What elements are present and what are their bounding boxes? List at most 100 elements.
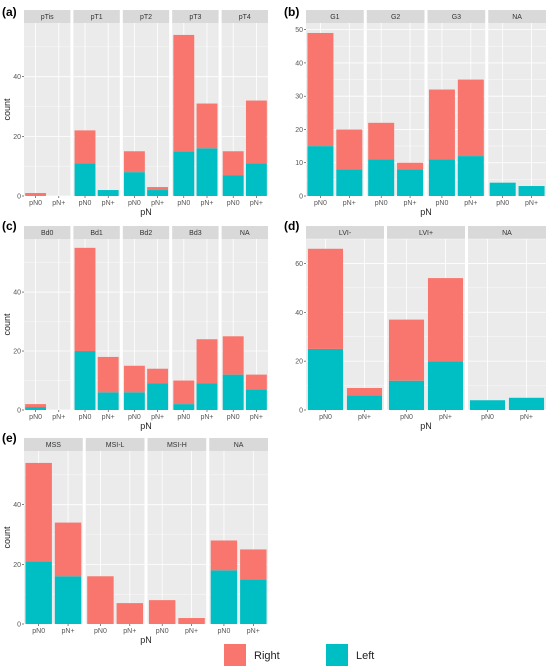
facet-panel [147, 451, 207, 624]
bar-right-pn0 [307, 248, 344, 349]
x-tick-label: pN+ [151, 414, 164, 421]
facet-strip [147, 438, 207, 451]
x-axis-title: pN [140, 207, 152, 217]
facet-g1: G1 pN0 pN+ [306, 10, 364, 207]
facet-pt1: pT1 pN0 pN+ [73, 10, 120, 207]
x-tick-label: pN0 [436, 200, 449, 207]
bar-right-pnplus [54, 522, 82, 577]
bar-right-pn0 [307, 32, 334, 147]
x-tick-label: pN+ [525, 200, 538, 207]
bar-left-pn0 [222, 175, 244, 196]
facet-strip [122, 226, 170, 239]
x-tick-label: pN+ [62, 628, 75, 635]
facet-strip-label: Bd2 [140, 230, 153, 237]
facet-panel [468, 239, 546, 410]
bar-left-pn0 [222, 374, 244, 410]
chart-tag: (a) [2, 5, 17, 19]
facet-strip-label: pT4 [239, 14, 251, 21]
bar-left-pn0 [25, 561, 52, 624]
facet-strip [73, 10, 120, 23]
bar-right-pn0 [388, 319, 425, 381]
y-tick-label: 20 [295, 359, 303, 366]
bar-right-pnplus [397, 162, 424, 170]
facet-strip-label: Bd0 [41, 230, 54, 237]
facet-strip [73, 226, 120, 239]
bar-right-pnplus [245, 374, 267, 390]
facet-strip [24, 226, 71, 239]
facet-strip [427, 10, 486, 23]
y-tick-label: 60 [295, 261, 303, 268]
bar-right-pnplus [336, 129, 363, 170]
facet-strip-label: G1 [330, 14, 339, 21]
x-tick-label: pN+ [102, 414, 115, 421]
facet-bd3: Bd3 pN0 pN+ [172, 226, 219, 421]
bar-right-pn0 [210, 540, 238, 571]
x-tick-label: pN0 [227, 414, 240, 421]
facet-strip [468, 226, 546, 239]
x-tick-label: pN0 [29, 414, 42, 421]
facet-panel [488, 23, 546, 196]
facet-strip [306, 10, 364, 23]
x-tick-label: pN0 [94, 628, 107, 635]
bar-right-pn0 [74, 130, 96, 164]
bar-right-pnplus [427, 278, 464, 362]
facet-strip-label: NA [502, 230, 512, 237]
bar-left-pnplus [240, 579, 267, 624]
facet-panel [24, 239, 71, 410]
bar-right-pn0 [222, 151, 244, 176]
y-tick-label: 40 [295, 310, 303, 317]
bar-right-pn0 [123, 365, 145, 393]
bar-right-pn0 [222, 336, 244, 375]
x-tick-label: pN0 [156, 628, 169, 635]
facet-strip [221, 226, 268, 239]
bar-left-pnplus [97, 190, 119, 196]
facet-strip-label: pTis [41, 14, 54, 21]
bar-right-pnplus [240, 549, 267, 580]
legend-key-right [224, 644, 246, 666]
bar-right-pnplus [178, 618, 205, 624]
bar-right-pnplus [97, 356, 119, 393]
y-axis-title: count [2, 313, 12, 336]
facet-strip-label: MSI-H [167, 442, 187, 449]
x-tick-label: pN0 [375, 200, 388, 207]
bar-left-pn0 [489, 182, 516, 196]
y-tick-label: 40 [13, 290, 21, 297]
facet-g3: G3 pN0 pN+ [427, 10, 486, 207]
bar-right-pnplus [116, 603, 144, 624]
x-tick-label: pN0 [319, 414, 332, 421]
facet-lvi-: LVI+ pN0 pN+ [387, 226, 465, 421]
x-tick-label: pN+ [200, 200, 213, 207]
x-tick-label: pN+ [247, 628, 260, 635]
bar-left-pn0 [123, 172, 145, 196]
facet-na: NA pN0 pN+ [488, 10, 546, 207]
facet-bd1: Bd1 pN0 pN+ [73, 226, 120, 421]
x-tick-label: pN+ [250, 200, 263, 207]
facet-strip-label: pT3 [189, 14, 201, 21]
bar-left-pn0 [123, 392, 145, 410]
chart-tag: (d) [284, 219, 299, 233]
facet-strip [172, 226, 219, 239]
x-tick-label: pN0 [32, 628, 45, 635]
bar-right-pnplus [346, 388, 383, 396]
y-tick-label: 40 [295, 60, 303, 67]
facet-strip-label: G2 [391, 14, 400, 21]
x-tick-label: pN0 [481, 414, 494, 421]
x-tick-label: pN+ [151, 200, 164, 207]
bar-left-pnplus [97, 392, 119, 410]
legend-label-left: Left [356, 650, 374, 662]
chart-3: (c) 0 20 40 count Bd0 pN0 pN+ Bd1 pN0 pN+ Bd2 pN0 pN+… [2, 219, 268, 431]
bar-left-pnplus [196, 148, 218, 196]
facet-pt3: pT3 pN0 pN+ [172, 10, 219, 207]
chart-tag: (b) [284, 5, 299, 19]
bar-right-pn0 [25, 193, 47, 196]
x-axis-title: pN [420, 421, 432, 431]
facet-msi-h: MSI-H pN0 pN+ [147, 438, 207, 635]
x-tick-label: pN+ [52, 200, 65, 207]
y-axis-title: count [2, 526, 12, 549]
y-tick-label: 20 [295, 127, 303, 134]
facet-bd0: Bd0 pN0 pN+ [24, 226, 71, 421]
facet-strip [24, 10, 71, 23]
facet-strip-label: LVI+ [419, 230, 433, 237]
